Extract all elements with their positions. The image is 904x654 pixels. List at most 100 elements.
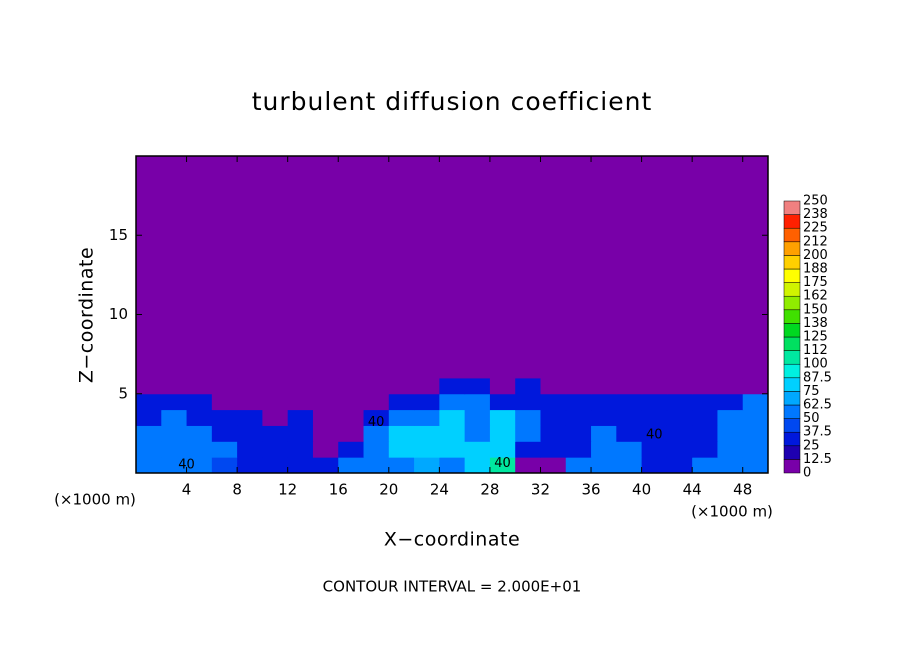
cell — [414, 425, 440, 442]
cell — [489, 425, 516, 442]
cell — [338, 457, 365, 474]
cell — [616, 377, 643, 395]
cell — [439, 377, 466, 395]
cell — [211, 409, 238, 426]
cell — [641, 457, 668, 474]
cell — [161, 425, 188, 442]
colorbar-box — [783, 404, 801, 419]
colorbar-label: 87.5 — [803, 370, 832, 385]
cell — [287, 425, 314, 442]
cell — [515, 393, 541, 411]
cell — [692, 362, 718, 379]
cell — [388, 377, 415, 395]
cell — [211, 393, 238, 411]
cell — [414, 441, 440, 458]
cell — [540, 409, 567, 426]
colorbar-box — [783, 282, 801, 297]
y-tick-label: 5 — [118, 384, 128, 402]
colorbar-box — [783, 255, 801, 270]
colorbar-label: 200 — [803, 248, 828, 263]
cell — [591, 393, 617, 411]
cell — [742, 457, 769, 474]
cell — [489, 441, 516, 458]
colorbar-label: 250 — [803, 194, 828, 209]
cell — [338, 393, 365, 411]
cell — [692, 393, 718, 411]
cell — [464, 425, 491, 442]
cell — [515, 457, 541, 474]
contour-label: 40 — [494, 456, 511, 471]
cell — [363, 441, 390, 458]
cell — [136, 457, 162, 474]
cell — [262, 441, 289, 458]
cell — [565, 393, 592, 411]
x-tick-label: 8 — [232, 481, 242, 499]
cell — [338, 377, 365, 395]
cell — [489, 409, 516, 426]
cell — [515, 377, 541, 395]
colorbar-label: 25 — [803, 438, 820, 453]
x-tick-label: 4 — [182, 481, 192, 499]
cell — [616, 457, 643, 474]
cell — [464, 457, 491, 474]
x-tick-label: 28 — [480, 481, 499, 499]
cell — [717, 362, 744, 379]
colorbar-label: 162 — [803, 289, 828, 304]
colorbar-box — [783, 200, 801, 215]
cell — [540, 441, 567, 458]
cell — [489, 457, 516, 474]
cell — [186, 457, 213, 474]
cell — [641, 409, 668, 426]
colorbar-label: 100 — [803, 357, 828, 372]
colorbar-box — [783, 227, 801, 243]
cell — [262, 393, 289, 411]
cell — [742, 441, 769, 458]
cell — [717, 457, 744, 474]
cell — [161, 393, 188, 411]
x-tick-label: 16 — [329, 481, 348, 499]
colorbar-label: 125 — [803, 330, 828, 345]
colorbar-box — [783, 336, 801, 351]
cell — [363, 362, 390, 379]
colorbar-box — [783, 377, 801, 392]
colorbar-box — [783, 268, 801, 283]
colorbar-label: 50 — [803, 411, 820, 426]
cell — [211, 441, 238, 458]
colorbar-box — [783, 350, 801, 365]
cell — [616, 393, 643, 411]
x-tick-label: 48 — [733, 481, 752, 499]
cell — [211, 362, 238, 379]
cell — [414, 393, 440, 411]
colorbar-box — [783, 323, 801, 338]
cell — [312, 457, 339, 474]
colorbar-label: 175 — [803, 275, 828, 290]
cell — [414, 409, 440, 426]
cell — [540, 362, 567, 379]
colorbar-label: 138 — [803, 316, 828, 331]
cell — [666, 409, 693, 426]
cell — [717, 441, 744, 458]
cell — [540, 425, 567, 442]
cell — [591, 425, 617, 442]
cell — [565, 457, 592, 474]
colorbar-label: 112 — [803, 343, 828, 358]
cell — [287, 393, 314, 411]
cell — [237, 362, 263, 379]
cell — [515, 441, 541, 458]
colorbar-label: 238 — [803, 207, 828, 222]
cell — [211, 457, 238, 474]
cell — [439, 425, 466, 442]
colorbar-label: 37.5 — [803, 425, 832, 440]
y-tick-label: 10 — [109, 305, 128, 323]
cell — [287, 457, 314, 474]
x-tick-label: 44 — [683, 481, 702, 499]
x-tick-label: 32 — [531, 481, 550, 499]
cell — [591, 377, 617, 395]
cell — [666, 457, 693, 474]
x-axis-label: X−coordinate — [384, 529, 520, 551]
cell — [363, 393, 390, 411]
cell — [287, 362, 314, 379]
cell — [540, 457, 567, 474]
cell — [489, 362, 516, 379]
cell — [692, 425, 718, 442]
